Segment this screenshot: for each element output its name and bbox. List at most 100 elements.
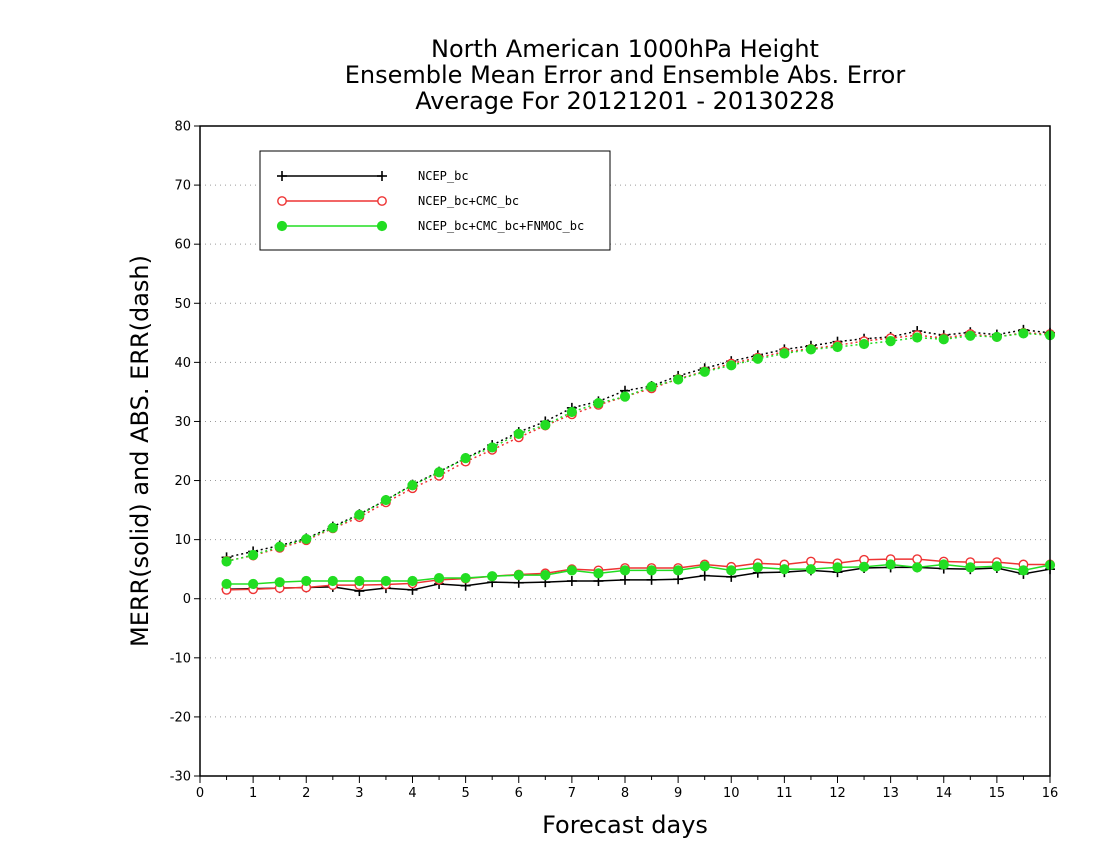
x-tick-label: 6 xyxy=(515,786,523,801)
data-point xyxy=(1018,328,1029,339)
y-tick-label: 10 xyxy=(174,533,191,548)
x-tick-label: 0 xyxy=(196,786,204,801)
data-point xyxy=(377,196,387,206)
data-point xyxy=(593,568,604,579)
abs-err-series-line xyxy=(226,332,1051,562)
y-tick-label: 70 xyxy=(174,179,191,194)
data-point xyxy=(938,334,949,345)
x-tick-label: 16 xyxy=(1042,786,1059,801)
data-point xyxy=(699,366,710,377)
data-point xyxy=(646,574,657,585)
data-point xyxy=(248,549,259,561)
data-point xyxy=(965,562,976,573)
data-point xyxy=(858,561,870,572)
data-point xyxy=(726,360,737,371)
data-point xyxy=(1018,565,1029,576)
legend-label: NCEP_bc+CMC_bc xyxy=(418,194,519,208)
data-point xyxy=(832,341,843,353)
data-point xyxy=(513,428,524,439)
data-point xyxy=(779,564,790,575)
y-tick-label: 50 xyxy=(174,297,191,312)
x-tick-label: 9 xyxy=(674,786,682,801)
x-tick-label: 7 xyxy=(568,786,576,801)
data-point xyxy=(912,562,923,573)
data-point xyxy=(301,533,312,545)
data-point xyxy=(540,419,551,431)
x-tick-label: 5 xyxy=(461,786,469,801)
data-point xyxy=(376,220,388,232)
x-tick-label: 2 xyxy=(302,786,310,801)
data-point xyxy=(938,559,949,570)
data-point xyxy=(433,572,445,584)
data-point xyxy=(460,572,471,584)
data-point xyxy=(277,171,287,181)
data-point xyxy=(646,381,657,392)
y-tick-label: 0 xyxy=(183,592,191,607)
grid-lines xyxy=(200,184,1050,718)
data-point xyxy=(620,574,630,585)
data-point xyxy=(487,442,498,453)
data-point xyxy=(221,556,232,567)
legend-label: NCEP_bc+CMC_bc+FNMOC_bc xyxy=(418,219,584,233)
data-point xyxy=(327,575,338,587)
y-tick-label: -20 xyxy=(170,710,191,725)
data-point xyxy=(912,332,923,343)
chart-title-line-1: North American 1000hPa Height xyxy=(431,35,819,63)
data-point xyxy=(832,562,843,573)
chart-title-line-2: Ensemble Mean Error and Ensemble Abs. Er… xyxy=(344,61,906,89)
chart-title: North American 1000hPa Height Ensemble M… xyxy=(200,36,1050,114)
y-tick-label: -30 xyxy=(170,770,191,785)
data-point xyxy=(752,562,763,573)
abs-err-series-line xyxy=(226,329,1051,559)
data-point xyxy=(407,480,418,491)
series-group xyxy=(221,324,1055,597)
data-point xyxy=(354,509,365,520)
merr-series-line xyxy=(226,558,1050,591)
data-point xyxy=(566,565,577,576)
data-point xyxy=(673,374,684,385)
data-point xyxy=(433,467,445,478)
x-tick-label: 3 xyxy=(355,786,363,801)
data-point xyxy=(912,554,923,565)
data-point xyxy=(646,565,657,576)
data-point xyxy=(276,220,288,232)
data-point xyxy=(805,564,817,575)
data-point xyxy=(407,575,418,587)
data-point xyxy=(301,575,312,587)
x-tick-label: 10 xyxy=(723,786,740,801)
data-point xyxy=(354,575,365,587)
x-tick-label: 12 xyxy=(829,786,846,801)
data-point xyxy=(619,565,631,576)
data-point xyxy=(726,565,737,576)
x-tick-label: 4 xyxy=(408,786,416,801)
data-point xyxy=(377,171,387,181)
data-point xyxy=(805,344,817,355)
data-point xyxy=(221,578,232,590)
series-group xyxy=(221,328,1056,590)
x-axis-label: Forecast days xyxy=(542,811,708,839)
data-point xyxy=(885,335,896,347)
data-point xyxy=(699,570,710,581)
y-tick-label: 80 xyxy=(174,120,191,135)
data-point xyxy=(380,494,392,506)
data-point xyxy=(277,196,287,206)
data-point xyxy=(566,576,577,586)
y-tick-label: 30 xyxy=(174,415,191,430)
chart-title-line-3: Average For 20121201 - 20130228 xyxy=(415,87,835,115)
data-point xyxy=(593,398,604,409)
data-point xyxy=(991,561,1002,572)
data-point xyxy=(885,559,896,570)
data-point xyxy=(513,569,524,581)
data-point xyxy=(673,574,684,585)
y-tick-label: -10 xyxy=(170,651,191,666)
x-tick-label: 13 xyxy=(882,786,899,801)
series-group xyxy=(221,327,1055,595)
y-axis-label: MERR(solid) and ABS. ERR(dash) xyxy=(126,255,154,647)
data-point xyxy=(327,522,338,533)
legend: NCEP_bc NCEP_bc+CMC_bc NCEP_bc+CMC_bc+FNMO… xyxy=(259,150,611,251)
data-point xyxy=(965,330,976,341)
data-point xyxy=(540,569,551,581)
data-point xyxy=(274,541,285,552)
data-point xyxy=(487,571,498,582)
